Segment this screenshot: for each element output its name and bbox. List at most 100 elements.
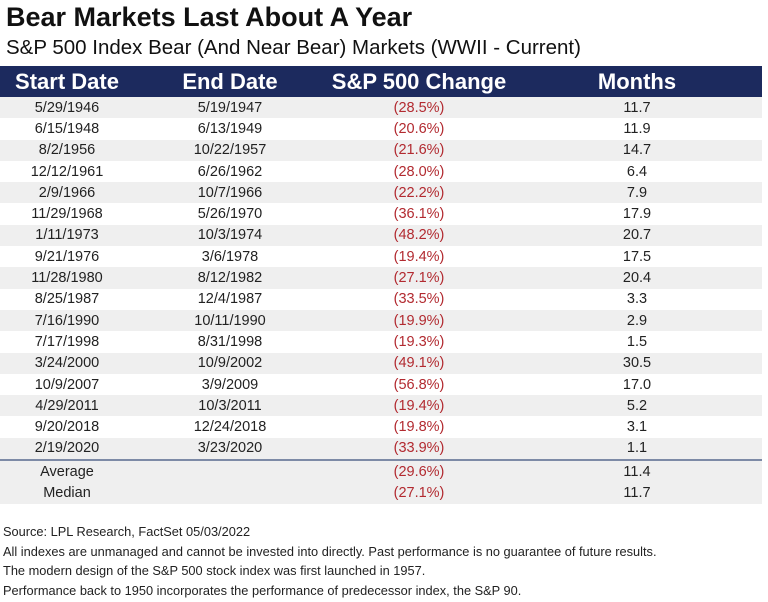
start-date-cell: 2/19/2020 (0, 437, 134, 461)
end-date-cell (134, 459, 326, 483)
change-cell: (29.6%) (326, 459, 512, 483)
months-cell: 3.1 (512, 416, 762, 438)
end-date-cell: 3/23/2020 (134, 437, 326, 461)
months-cell: 3.3 (512, 288, 762, 310)
end-date-cell: 10/7/1966 (134, 182, 326, 204)
end-date-cell: 6/26/1962 (134, 160, 326, 183)
header-change: S&P 500 Change (326, 66, 512, 97)
disclaimer-note: All indexes are unmanaged and cannot be … (3, 543, 657, 559)
end-date-cell: 12/24/2018 (134, 416, 326, 438)
change-cell: (19.8%) (326, 416, 512, 438)
header-start-date: Start Date (0, 66, 134, 97)
start-date-cell: Median (0, 482, 134, 504)
start-date-cell: 2/9/1966 (0, 182, 134, 204)
table-row: 4/29/2011 10/3/2011 (19.4%) 5.2 (0, 395, 762, 417)
summary-row: Median (27.1%) 11.7 (0, 482, 762, 504)
table-row: 10/9/2007 3/9/2009 (56.8%) 17.0 (0, 373, 762, 396)
end-date-cell: 12/4/1987 (134, 288, 326, 310)
footer-notes: Source: LPL Research, FactSet 05/03/2022… (3, 522, 657, 600)
change-cell: (48.2%) (326, 224, 512, 247)
months-cell: 11.9 (512, 118, 762, 140)
end-date-cell: 3/6/1978 (134, 246, 326, 268)
months-cell: 7.9 (512, 182, 762, 204)
end-date-cell: 8/12/1982 (134, 267, 326, 289)
months-cell: 11.7 (512, 97, 762, 119)
table-row: 9/21/1976 3/6/1978 (19.4%) 17.5 (0, 246, 762, 268)
months-cell: 5.2 (512, 395, 762, 417)
header-months: Months (512, 66, 762, 97)
start-date-cell: 3/24/2000 (0, 352, 134, 374)
start-date-cell: 7/16/1990 (0, 309, 134, 332)
table-row: 11/29/1968 5/26/1970 (36.1%) 17.9 (0, 203, 762, 225)
months-cell: 2.9 (512, 309, 762, 332)
months-cell: 1.1 (512, 437, 762, 461)
end-date-cell: 8/31/1998 (134, 331, 326, 353)
months-cell: 20.4 (512, 267, 762, 289)
end-date-cell: 6/13/1949 (134, 118, 326, 140)
table-row: 3/24/2000 10/9/2002 (49.1%) 30.5 (0, 352, 762, 374)
performance-note: Performance back to 1950 incorporates th… (3, 582, 522, 598)
table-row: 2/9/1966 10/7/1966 (22.2%) 7.9 (0, 182, 762, 204)
change-cell: (28.5%) (326, 97, 512, 119)
months-cell: 30.5 (512, 352, 762, 374)
months-cell: 17.9 (512, 203, 762, 225)
table-row: 1/11/1973 10/3/1974 (48.2%) 20.7 (0, 224, 762, 247)
header-row: Start Date End Date S&P 500 Change Month… (0, 66, 762, 97)
start-date-cell: Average (0, 459, 134, 483)
change-cell: (19.4%) (326, 395, 512, 417)
change-cell: (28.0%) (326, 160, 512, 183)
change-cell: (56.8%) (326, 373, 512, 396)
months-cell: 1.5 (512, 331, 762, 353)
start-date-cell: 1/11/1973 (0, 224, 134, 247)
start-date-cell: 4/29/2011 (0, 395, 134, 417)
months-cell: 11.7 (512, 482, 762, 504)
change-cell: (20.6%) (326, 118, 512, 140)
start-date-cell: 11/29/1968 (0, 203, 134, 225)
table-row: 8/25/1987 12/4/1987 (33.5%) 3.3 (0, 288, 762, 310)
chart-title: Bear Markets Last About A Year (6, 2, 413, 32)
table-row: 11/28/1980 8/12/1982 (27.1%) 20.4 (0, 267, 762, 289)
months-cell: 14.7 (512, 139, 762, 161)
table-row: 12/12/1961 6/26/1962 (28.0%) 6.4 (0, 160, 762, 183)
start-date-cell: 8/25/1987 (0, 288, 134, 310)
start-date-cell: 11/28/1980 (0, 267, 134, 289)
table-row: 8/2/1956 10/22/1957 (21.6%) 14.7 (0, 139, 762, 161)
source-note: Source: LPL Research, FactSet 05/03/2022 (3, 524, 251, 539)
start-date-cell: 5/29/1946 (0, 97, 134, 119)
change-cell: (19.9%) (326, 309, 512, 332)
table-row: 6/15/1948 6/13/1949 (20.6%) 11.9 (0, 118, 762, 140)
change-cell: (22.2%) (326, 182, 512, 204)
table-row: 5/29/1946 5/19/1947 (28.5%) 11.7 (0, 97, 762, 119)
summary-row: Average (29.6%) 11.4 (0, 459, 762, 483)
end-date-cell: 10/3/1974 (134, 224, 326, 247)
end-date-cell (134, 482, 326, 504)
start-date-cell: 9/21/1976 (0, 246, 134, 268)
change-cell: (21.6%) (326, 139, 512, 161)
start-date-cell: 7/17/1998 (0, 331, 134, 353)
end-date-cell: 10/11/1990 (134, 309, 326, 332)
change-cell: (36.1%) (326, 203, 512, 225)
change-cell: (27.1%) (326, 267, 512, 289)
header-end-date: End Date (134, 66, 326, 97)
table-row: 9/20/2018 12/24/2018 (19.8%) 3.1 (0, 416, 762, 438)
table-row: 7/16/1990 10/11/1990 (19.9%) 2.9 (0, 309, 762, 332)
months-cell: 17.5 (512, 246, 762, 268)
table-row: 7/17/1998 8/31/1998 (19.3%) 1.5 (0, 331, 762, 353)
change-cell: (19.4%) (326, 246, 512, 268)
end-date-cell: 5/26/1970 (134, 203, 326, 225)
months-cell: 11.4 (512, 459, 762, 483)
end-date-cell: 10/22/1957 (134, 139, 326, 161)
start-date-cell: 10/9/2007 (0, 373, 134, 396)
end-date-cell: 10/3/2011 (134, 395, 326, 417)
start-date-cell: 8/2/1956 (0, 139, 134, 161)
months-cell: 6.4 (512, 160, 762, 183)
end-date-cell: 3/9/2009 (134, 373, 326, 396)
change-cell: (49.1%) (326, 352, 512, 374)
bear-markets-table: Start Date End Date S&P 500 Change Month… (0, 66, 762, 504)
end-date-cell: 10/9/2002 (134, 352, 326, 374)
months-cell: 20.7 (512, 224, 762, 247)
chart-subtitle: S&P 500 Index Bear (And Near Bear) Marke… (6, 36, 581, 59)
table-row: 2/19/2020 3/23/2020 (33.9%) 1.1 (0, 437, 762, 461)
start-date-cell: 12/12/1961 (0, 160, 134, 183)
months-cell: 17.0 (512, 373, 762, 396)
